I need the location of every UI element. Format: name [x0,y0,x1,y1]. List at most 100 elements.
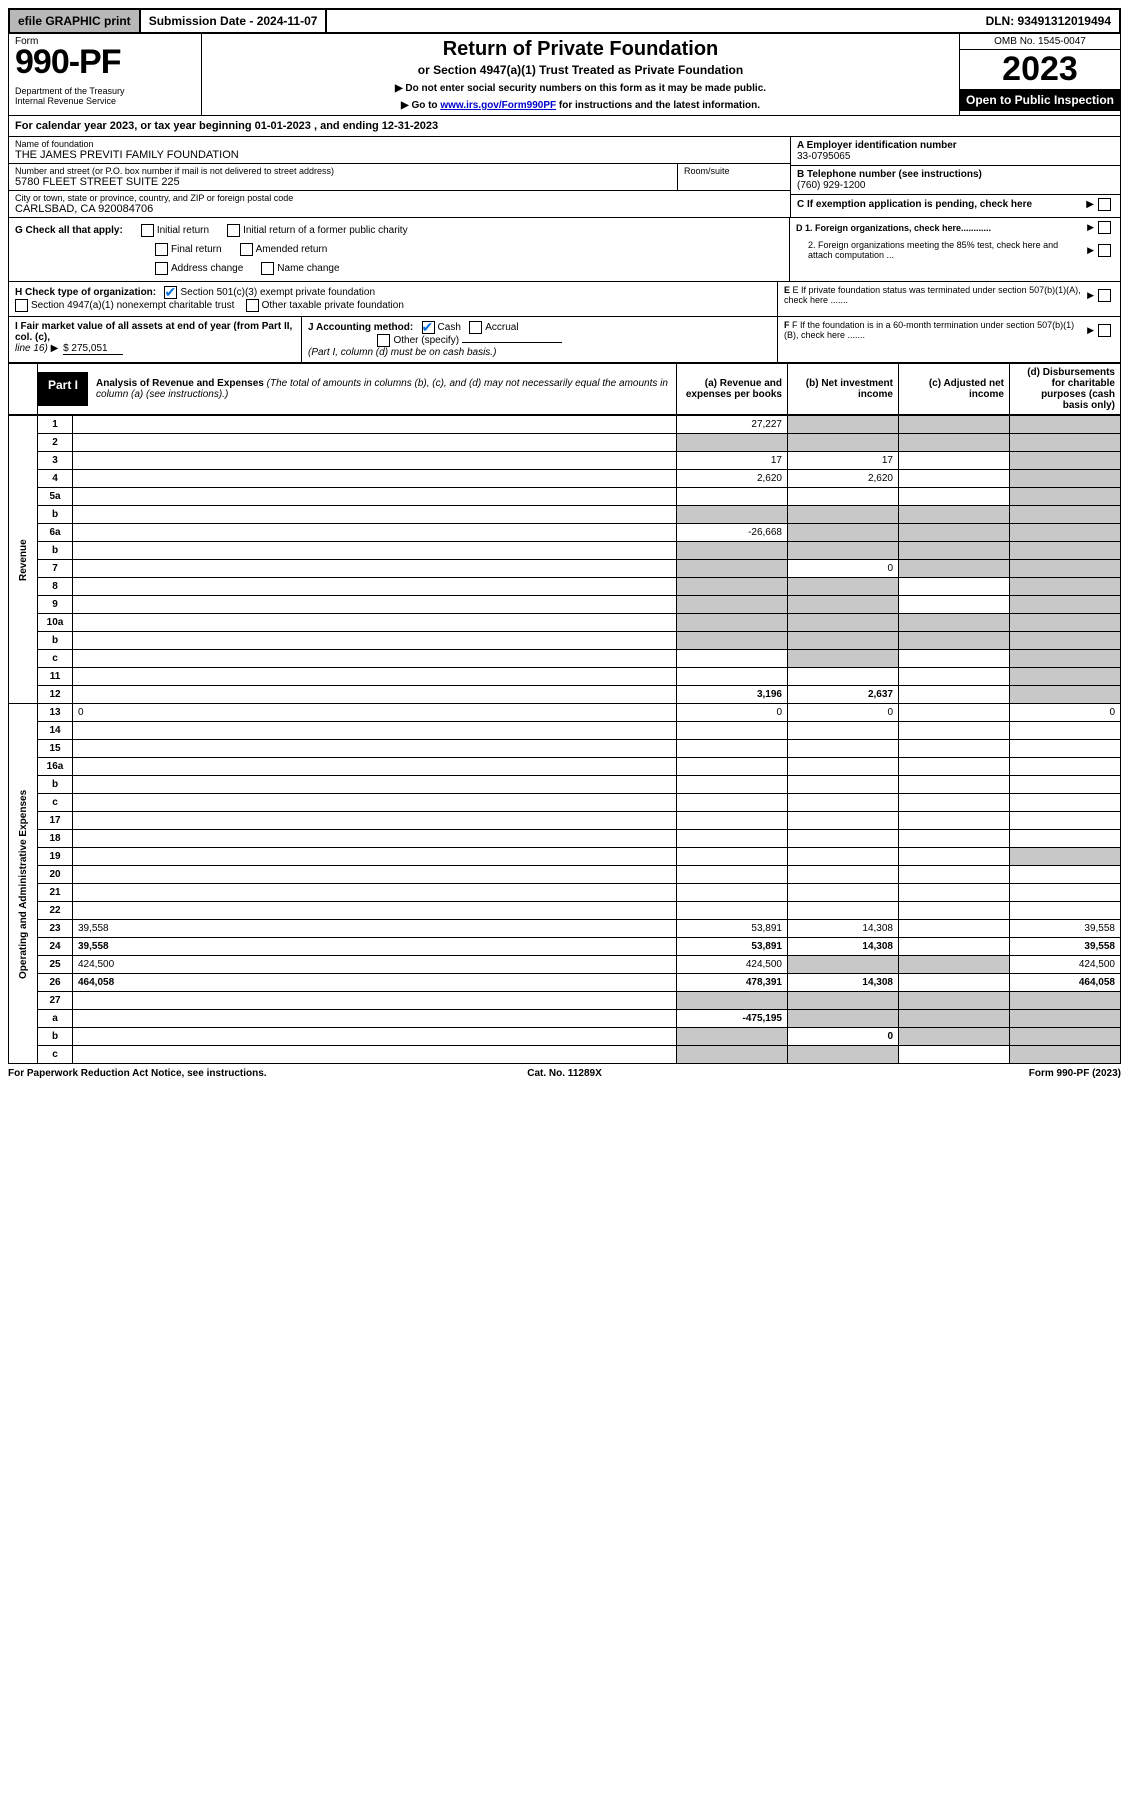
line-number: 23 [38,920,73,938]
d1-label: D 1. Foreign organizations, check here..… [796,223,991,233]
table-row: 27 [9,992,1121,1010]
line-desc [73,506,677,524]
header-left: Form 990-PF Department of the Treasury I… [9,34,202,115]
cell-b [788,776,899,794]
cell-d [1010,830,1121,848]
room-block: Room/suite [677,164,790,190]
table-row: c [9,794,1121,812]
cell-d [1010,542,1121,560]
cell-c [899,884,1010,902]
cell-b [788,578,899,596]
cell-a [677,578,788,596]
cell-c [899,596,1010,614]
line-number: 20 [38,866,73,884]
cell-d [1010,758,1121,776]
submission-date: Submission Date - 2024-11-07 [141,10,328,32]
footer-left: For Paperwork Reduction Act Notice, see … [8,1068,379,1079]
line-number: 11 [38,668,73,686]
table-row: b [9,506,1121,524]
efile-label: efile GRAPHIC print [10,10,141,32]
g-initial-public[interactable] [227,224,240,237]
h-opt1: Section 501(c)(3) exempt private foundat… [180,287,375,298]
g-opt-2: Final return [171,244,222,255]
table-row: 2339,55853,89114,30839,558 [9,920,1121,938]
c-checkbox[interactable] [1098,198,1111,211]
cell-c [899,740,1010,758]
j-cash-label: Cash [438,322,461,333]
cell-b [788,722,899,740]
table-row: 2 [9,434,1121,452]
cell-d [1010,416,1121,434]
line-number: c [38,794,73,812]
cell-d: 424,500 [1010,956,1121,974]
j-other[interactable] [377,334,390,347]
cell-a [677,812,788,830]
line-number: 14 [38,722,73,740]
form-note-2: ▶ Go to www.irs.gov/Form990PF for instru… [208,100,953,111]
table-row: 9 [9,596,1121,614]
line-number: 22 [38,902,73,920]
g-amended[interactable] [240,243,253,256]
cell-a [677,1046,788,1064]
h-other-tax[interactable] [246,299,259,312]
h-501c3[interactable] [164,286,177,299]
g-final-return[interactable] [155,243,168,256]
cell-c [899,938,1010,956]
d2-label: 2. Foreign organizations meeting the 85%… [808,240,1081,260]
cell-b [788,830,899,848]
line-desc [73,488,677,506]
g-name-change[interactable] [261,262,274,275]
h-label: H Check type of organization: [15,287,156,298]
form-title: Return of Private Foundation [208,38,953,61]
line-desc [73,596,677,614]
cell-a [677,650,788,668]
cell-a [677,542,788,560]
cell-a [677,794,788,812]
d2-checkbox[interactable] [1098,244,1111,257]
d1-checkbox[interactable] [1098,221,1111,234]
cell-c [899,560,1010,578]
cell-b [788,740,899,758]
cell-a [677,632,788,650]
g-initial-return[interactable] [141,224,154,237]
line-number: 8 [38,578,73,596]
h-4947[interactable] [15,299,28,312]
f-checkbox[interactable] [1098,324,1111,337]
e-checkbox[interactable] [1098,289,1111,302]
col-b-header: (b) Net investment income [788,364,899,415]
table-row: b [9,776,1121,794]
line-number: 19 [38,848,73,866]
table-row: a-475,195 [9,1010,1121,1028]
cell-d [1010,884,1121,902]
cell-c [899,668,1010,686]
table-row: 10a [9,614,1121,632]
cell-a [677,488,788,506]
form-number: 990-PF [15,43,195,82]
line-number: b [38,542,73,560]
line-desc [73,650,677,668]
j-label: J Accounting method: [308,322,413,333]
line-desc [73,866,677,884]
line-number: 25 [38,956,73,974]
cell-c [899,650,1010,668]
form-link[interactable]: www.irs.gov/Form990PF [440,100,556,111]
j-section: J Accounting method: Cash Accrual Other … [302,317,777,362]
line-number: 27 [38,992,73,1010]
col-a-header: (a) Revenue and expenses per books [677,364,788,415]
i-section: I Fair market value of all assets at end… [9,317,302,362]
cell-b [788,794,899,812]
revenue-section-label: Revenue [9,416,38,704]
cell-a [677,902,788,920]
f-label: F If the foundation is in a 60-month ter… [784,320,1074,340]
j-accrual[interactable] [469,321,482,334]
line-number: 15 [38,740,73,758]
cell-c [899,830,1010,848]
cell-c [899,632,1010,650]
line-desc [73,686,677,704]
g-addr-change[interactable] [155,262,168,275]
j-cash[interactable] [422,321,435,334]
col-c-header: (c) Adjusted net income [899,364,1010,415]
cell-a: 2,620 [677,470,788,488]
cell-b [788,524,899,542]
line-desc: 39,558 [73,938,677,956]
